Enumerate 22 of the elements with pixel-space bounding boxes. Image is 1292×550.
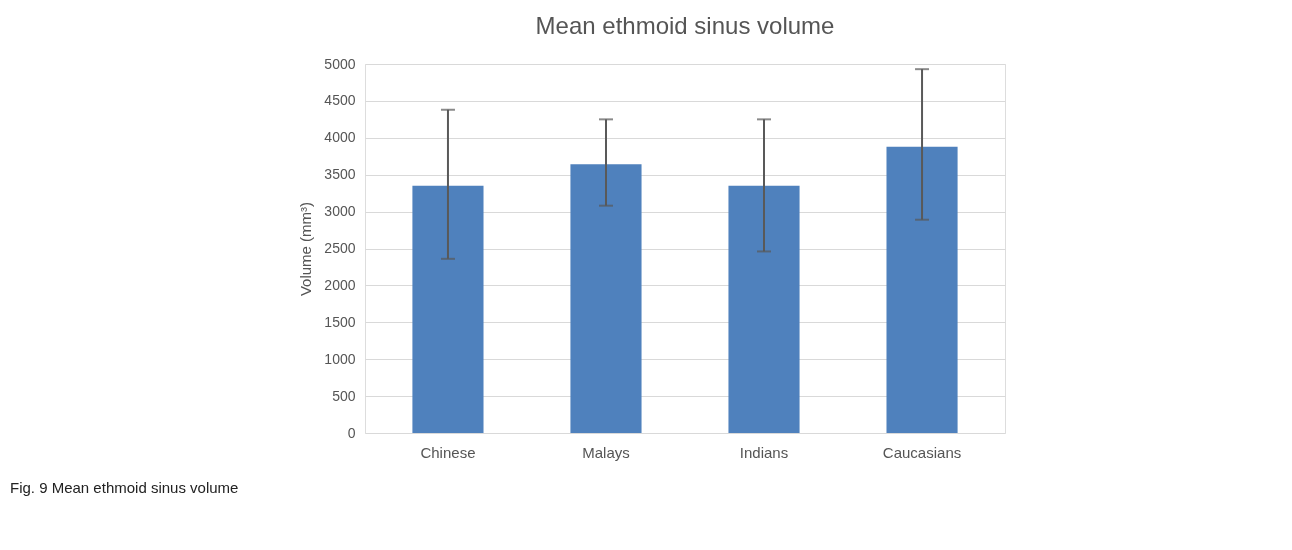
y-tick-label: 0 <box>347 424 356 441</box>
y-tick-label: 1000 <box>324 350 356 367</box>
y-tick-label: 4000 <box>324 129 356 146</box>
y-tick-label: 3000 <box>324 203 356 220</box>
bar <box>886 146 958 433</box>
y-tick-label: 1500 <box>324 313 356 330</box>
x-tick-label: Indians <box>739 443 789 461</box>
y-tick-label: 2500 <box>324 240 356 256</box>
chart-title: Mean ethmoid sinus volume <box>535 12 835 39</box>
y-tick-label: 5000 <box>324 55 356 72</box>
x-tick-label: Malays <box>582 443 630 461</box>
y-tick-label: 500 <box>332 387 356 404</box>
bar <box>570 164 642 433</box>
y-axis-title: Volume (mm³) <box>297 201 315 297</box>
x-tick-label: Chinese <box>420 443 476 461</box>
caption: Fig. 9 Mean ethmoid sinus volume <box>10 479 239 496</box>
y-tick-label: 3500 <box>324 166 356 183</box>
y-tick-label: 2000 <box>324 276 356 293</box>
bar <box>728 185 800 433</box>
bar <box>412 185 484 433</box>
y-tick-label: 4500 <box>324 92 356 109</box>
x-tick-label: Caucasians <box>882 443 962 461</box>
